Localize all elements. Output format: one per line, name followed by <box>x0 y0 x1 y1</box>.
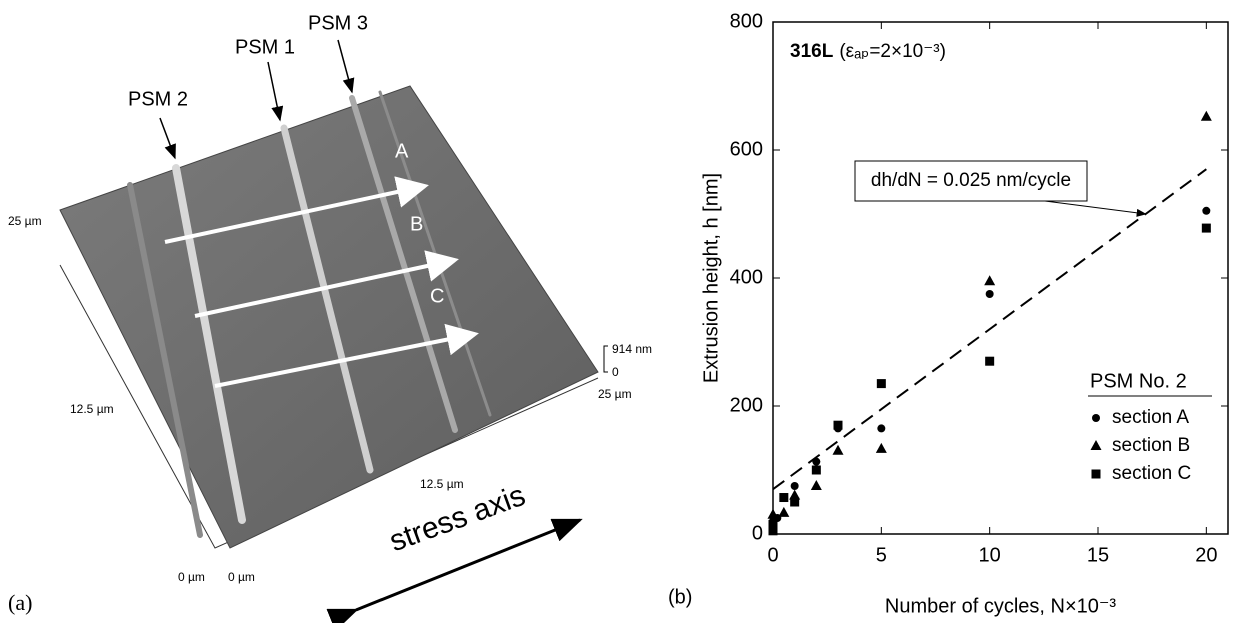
z-label: 914 nm <box>612 342 652 356</box>
legend-label: section C <box>1112 463 1191 484</box>
point <box>876 379 886 389</box>
legend-title: PSM No. 2 <box>1090 370 1187 392</box>
x-tick-label: 15 <box>1087 544 1109 566</box>
point <box>1092 414 1100 422</box>
panel-label: (b) <box>668 586 692 608</box>
point <box>1202 206 1211 215</box>
point <box>832 444 844 455</box>
afm-panel: A B C PSM 2 PSM 1 PSM 3 25 µm 12.5 µm 0 … <box>8 12 652 623</box>
fit-line <box>772 168 1207 491</box>
plot-frame <box>772 21 1229 535</box>
afm-axis-label: 12.5 µm <box>420 477 464 491</box>
point <box>1091 469 1101 479</box>
afm-axis-label: 25 µm <box>8 214 42 228</box>
legend-label: section B <box>1112 435 1190 456</box>
psm-label: PSM 2 <box>128 88 188 110</box>
x-axis-label: Number of cycles, N×10⁻³ <box>885 595 1117 617</box>
stress-arrow <box>326 518 583 623</box>
point <box>811 465 821 475</box>
afm-axis-label: 25 µm <box>598 387 632 401</box>
point <box>790 482 799 490</box>
arrow-label: A <box>395 140 409 162</box>
x-tick-label: 0 <box>767 544 778 566</box>
panel-label: (a) <box>8 590 32 615</box>
legend-label: section A <box>1112 407 1189 428</box>
chart-title: 316L (εₐₚ=2×10⁻³) <box>790 41 946 62</box>
psm-pointers <box>159 39 355 160</box>
chart-b: 0 200 400 600 800 0 5 10 15 20 Number of cycles, N… <box>668 10 1229 617</box>
y-tick-label: 0 <box>752 522 763 544</box>
point <box>877 424 886 433</box>
point <box>790 497 800 507</box>
afm-axis-label: 0 µm <box>178 570 205 584</box>
x-tick-label: 5 <box>876 544 887 566</box>
psm-bands <box>127 90 492 538</box>
point <box>812 457 821 466</box>
annotation: dh/dN = 0.025 nm/cycle <box>871 170 1071 191</box>
annotation-box <box>854 160 1088 202</box>
point <box>767 508 779 519</box>
y-tick-label: 600 <box>730 138 763 160</box>
y-axis-label: Extrusion height, h [nm] <box>700 173 722 383</box>
z-bracket <box>603 345 608 373</box>
arrow-label: B <box>410 213 423 235</box>
psm-label: PSM 1 <box>235 36 295 58</box>
point <box>810 480 822 490</box>
title-rest: (εₐₚ=2×10⁻³) <box>839 41 946 62</box>
point <box>985 290 994 298</box>
psm-label: PSM 3 <box>308 12 368 34</box>
point <box>1090 440 1102 450</box>
y-tick-label: 400 <box>730 266 763 288</box>
point <box>1200 110 1212 121</box>
y-tick-label: 800 <box>730 10 763 32</box>
annotation-arrow <box>1044 200 1147 217</box>
point <box>779 493 789 503</box>
base-outline <box>59 264 599 549</box>
point <box>1201 223 1211 233</box>
x-tick-label: 20 <box>1195 544 1217 566</box>
x-tick-label: 10 <box>979 544 1001 566</box>
arrow-label: C <box>430 285 444 307</box>
point <box>768 526 778 536</box>
section-arrows <box>164 176 479 388</box>
point <box>778 506 790 517</box>
point <box>789 489 801 500</box>
y-tick-label: 200 <box>730 394 763 416</box>
point <box>985 356 995 366</box>
point <box>875 442 887 453</box>
title-bold: 316L <box>790 41 834 62</box>
afm-axis-label: 0 µm <box>228 570 255 584</box>
point <box>768 519 778 529</box>
point <box>984 275 996 286</box>
point <box>833 420 843 430</box>
z-label: 0 <box>612 365 619 379</box>
afm-axis-label: 12.5 µm <box>70 402 114 416</box>
